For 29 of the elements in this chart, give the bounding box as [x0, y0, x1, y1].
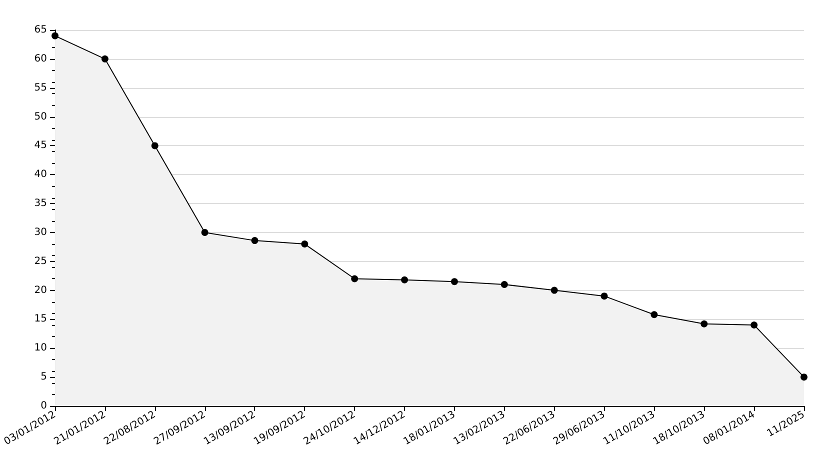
point	[600, 292, 608, 300]
y-tick-label: 40	[34, 169, 48, 180]
y-tick-label: 0	[40, 400, 48, 412]
point	[301, 240, 308, 248]
point	[650, 311, 658, 318]
y-tick-label: 30	[34, 226, 48, 238]
point	[101, 55, 108, 62]
y-tick-label: 10	[34, 342, 48, 354]
point	[201, 228, 208, 236]
point	[401, 276, 408, 284]
y-tick-label: 35	[34, 198, 48, 210]
y-tick-label: 55	[34, 82, 48, 94]
point	[700, 320, 708, 328]
point	[500, 281, 508, 288]
point	[550, 286, 558, 294]
point	[450, 278, 458, 286]
y-tick-label: 60	[34, 53, 48, 64]
y-tick-label: 15	[34, 314, 48, 325]
y-tick-label: 45	[34, 140, 48, 152]
point	[251, 237, 258, 244]
y-tick-label: 65	[34, 24, 48, 36]
point	[750, 322, 758, 329]
point	[151, 142, 158, 150]
y-tick-label: 20	[34, 284, 48, 296]
y-tick-label: 25	[34, 256, 48, 267]
y-tick-label: 50	[34, 111, 48, 122]
y-tick-label: 5	[40, 372, 48, 383]
point	[351, 275, 358, 282]
point	[800, 374, 808, 381]
